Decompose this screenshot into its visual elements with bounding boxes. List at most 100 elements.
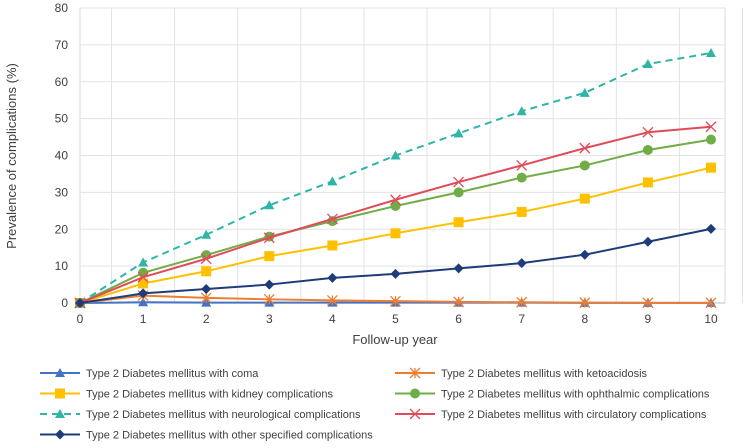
data-point: [642, 59, 653, 69]
data-point: [579, 249, 590, 260]
data-point: [327, 272, 338, 283]
data-point: [264, 279, 275, 290]
data-point: [263, 293, 275, 305]
x-tick-label: 5: [392, 312, 399, 326]
legend-marker: [410, 388, 420, 399]
legend-item: Type 2 Diabetes mellitus with neurologic…: [40, 409, 361, 421]
x-tick-label: 10: [704, 312, 718, 326]
data-point: [138, 257, 149, 267]
series-5: [74, 121, 717, 309]
data-point: [579, 160, 590, 171]
x-tick-label: 9: [645, 312, 652, 326]
data-point: [453, 263, 464, 274]
data-point: [201, 266, 212, 277]
legend-label: Type 2 Diabetes mellitus with other spec…: [86, 430, 373, 442]
data-point: [453, 128, 464, 138]
legend-label: Type 2 Diabetes mellitus with coma: [86, 368, 259, 380]
data-point: [453, 187, 464, 198]
data-point: [138, 288, 149, 299]
x-tick-label: 3: [266, 312, 273, 326]
data-point: [579, 87, 590, 97]
data-point: [706, 162, 716, 173]
legend-item: Type 2 Diabetes mellitus with kidney com…: [40, 388, 334, 401]
legend-item: Type 2 Diabetes mellitus with ophthalmic…: [395, 388, 710, 401]
legend-marker: [409, 408, 421, 420]
legend-marker: [55, 429, 65, 440]
data-point: [390, 295, 401, 307]
y-tick-label: 60: [55, 75, 69, 89]
y-tick-label: 20: [55, 222, 69, 236]
data-point: [706, 223, 716, 234]
data-point: [516, 296, 528, 308]
data-point: [705, 297, 717, 309]
y-tick-label: 50: [55, 112, 69, 126]
data-point: [579, 297, 591, 309]
data-point: [516, 106, 527, 116]
data-point: [390, 194, 401, 206]
data-point: [516, 258, 527, 269]
legend-label: Type 2 Diabetes mellitus with circulator…: [441, 409, 707, 421]
data-point: [138, 278, 149, 289]
data-point: [137, 271, 149, 283]
series-4: [75, 47, 716, 307]
data-point: [75, 298, 85, 308]
y-tick-label: 0: [61, 296, 68, 310]
x-tick-label: 6: [455, 312, 462, 326]
x-tick-label: 2: [203, 312, 210, 326]
y-tick-label: 10: [55, 259, 69, 273]
legend: Type 2 Diabetes mellitus with coma Type 2…: [40, 367, 710, 442]
data-point: [516, 206, 527, 217]
x-tick-label: 8: [581, 312, 588, 326]
series-6: [75, 223, 716, 308]
legend-marker: [409, 367, 421, 379]
y-axis-ticks: 0 10 20 30 40 50 60 70 80: [55, 1, 69, 310]
legend-item: Type 2 Diabetes mellitus with ketoacidos…: [395, 367, 648, 380]
x-tick-label: 7: [518, 312, 525, 326]
data-point: [327, 176, 338, 186]
data-point: [327, 240, 338, 251]
legend-label: Type 2 Diabetes mellitus with neurologic…: [86, 409, 361, 421]
x-axis-title: Follow-up year: [352, 332, 438, 347]
data-point: [390, 228, 401, 239]
data-point: [263, 232, 275, 244]
data-point: [390, 150, 401, 160]
data-point: [326, 213, 338, 225]
data-point: [579, 142, 591, 154]
legend-label: Type 2 Diabetes mellitus with kidney com…: [86, 389, 334, 401]
data-point: [642, 126, 654, 138]
x-tick-label: 4: [329, 312, 336, 326]
data-point: [642, 236, 653, 247]
data-point: [453, 217, 464, 228]
data-point: [705, 121, 717, 133]
x-tick-label: 1: [140, 312, 147, 326]
legend-label: Type 2 Diabetes mellitus with ketoacidos…: [441, 368, 648, 380]
data-point: [642, 144, 653, 155]
legend-marker: [55, 368, 65, 377]
data-point: [390, 201, 401, 212]
gridlines: [79, 7, 743, 304]
x-tick-label: 0: [77, 312, 84, 326]
data-point: [642, 177, 653, 188]
data-point: [453, 296, 465, 308]
series-2: [75, 162, 716, 308]
data-point: [326, 294, 338, 306]
y-tick-label: 40: [55, 149, 69, 163]
data-point: [706, 134, 716, 145]
series-3: [75, 134, 716, 308]
data-point: [516, 172, 527, 183]
data-point: [138, 297, 149, 307]
legend-item: Type 2 Diabetes mellitus with coma: [40, 368, 259, 380]
y-axis-title: Prevalence of complications (%): [4, 63, 19, 249]
data-point: [579, 193, 590, 204]
y-tick-label: 30: [55, 185, 69, 199]
data-point: [516, 159, 528, 171]
y-tick-label: 70: [55, 38, 69, 52]
series-1: [74, 290, 717, 309]
data-point: [201, 283, 212, 294]
y-tick-label: 80: [55, 1, 69, 15]
series-lines: [74, 47, 717, 309]
legend-item: Type 2 Diabetes mellitus with circulator…: [395, 408, 707, 421]
data-point: [200, 253, 212, 265]
data-point: [201, 229, 212, 239]
data-point: [200, 292, 212, 304]
